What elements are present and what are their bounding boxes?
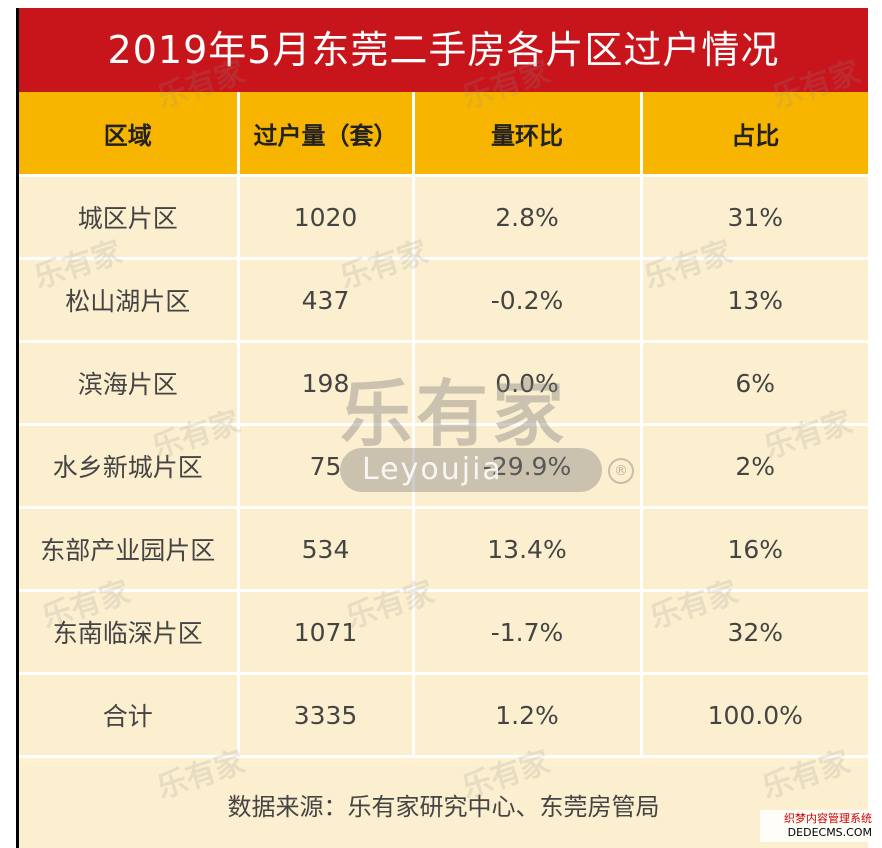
- column-header: 区域: [19, 92, 240, 177]
- chart-title: 2019年5月东莞二手房各片区过户情况: [19, 8, 868, 92]
- table-cell: 16%: [641, 507, 868, 592]
- column-header: 占比: [641, 92, 868, 177]
- left-border: [16, 8, 19, 848]
- table-cell: 东部产业园片区: [19, 507, 240, 592]
- table-cell: 32%: [641, 590, 868, 675]
- header-row: 区域 过户量（套） 量环比 占比: [19, 92, 868, 177]
- table-cell: 1071: [238, 590, 415, 675]
- source-note: 数据来源：乐有家研究中心、东莞房管局: [19, 766, 868, 848]
- table-cell: -29.9%: [413, 424, 643, 509]
- table-cell: -1.7%: [413, 590, 643, 675]
- table-row: 水乡新城片区 75 -29.9% 2%: [19, 424, 868, 509]
- data-table: 区域 过户量（套） 量环比 占比 城区片区 1020 2.8% 31% 松山湖片区 437…: [19, 92, 868, 758]
- table-cell: 6%: [641, 341, 868, 426]
- table-cell: 100.0%: [641, 673, 868, 758]
- table-cell: 城区片区: [19, 175, 240, 260]
- corner-line2: DEDECMS.COM: [787, 826, 872, 839]
- table-cell: 3335: [238, 673, 415, 758]
- table-cell: 198: [238, 341, 415, 426]
- table-row: 东南临深片区 1071 -1.7% 32%: [19, 590, 868, 675]
- table-row: 滨海片区 198 0.0% 6%: [19, 341, 868, 426]
- table-cell: 13.4%: [413, 507, 643, 592]
- table-cell: 2%: [641, 424, 868, 509]
- column-header: 过户量（套）: [238, 92, 415, 177]
- table-cell: 437: [238, 258, 415, 343]
- table-row: 城区片区 1020 2.8% 31%: [19, 175, 868, 260]
- table-cell: 松山湖片区: [19, 258, 240, 343]
- table-cell: 534: [238, 507, 415, 592]
- table-row: 松山湖片区 437 -0.2% 13%: [19, 258, 868, 343]
- table-cell: 1.2%: [413, 673, 643, 758]
- table-cell: 2.8%: [413, 175, 643, 260]
- table-cell: 75: [238, 424, 415, 509]
- table-cell: 0.0%: [413, 341, 643, 426]
- corner-watermark: 织梦内容管理系统 DEDECMS.COM: [760, 810, 872, 842]
- table-cell: 31%: [641, 175, 868, 260]
- table-cell: 滨海片区: [19, 341, 240, 426]
- table-cell: 13%: [641, 258, 868, 343]
- column-header: 量环比: [413, 92, 643, 177]
- table-cell: -0.2%: [413, 258, 643, 343]
- table-cell: 合计: [19, 673, 240, 758]
- table-cell: 1020: [238, 175, 415, 260]
- table-row: 东部产业园片区 534 13.4% 16%: [19, 507, 868, 592]
- table-row: 合计 3335 1.2% 100.0%: [19, 673, 868, 758]
- corner-line1: 织梦内容管理系统: [784, 812, 872, 825]
- table-cell: 东南临深片区: [19, 590, 240, 675]
- table-cell: 水乡新城片区: [19, 424, 240, 509]
